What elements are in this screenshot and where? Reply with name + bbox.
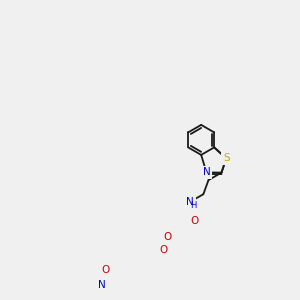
- Text: O: O: [163, 232, 171, 242]
- Text: O: O: [190, 216, 198, 226]
- Text: N: N: [202, 167, 210, 178]
- Text: O: O: [159, 245, 167, 255]
- Text: O: O: [101, 265, 109, 275]
- Text: N: N: [98, 280, 106, 290]
- Text: S: S: [223, 153, 230, 164]
- Text: H: H: [190, 201, 196, 210]
- Text: N: N: [187, 197, 194, 207]
